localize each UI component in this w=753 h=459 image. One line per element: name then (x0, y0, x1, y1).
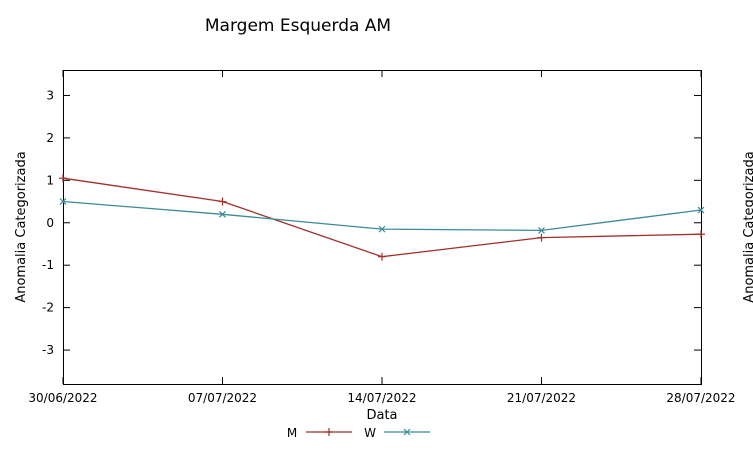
plus-marker (59, 174, 67, 183)
plot-border (63, 70, 702, 385)
plus-marker (378, 252, 386, 261)
plus-marker (325, 428, 333, 436)
adjacent-chart-y-axis-label: Anomalia Categorizada (742, 151, 753, 302)
legend-label-M: M (287, 426, 297, 440)
y-axis-label: Anomalia Categorizada (14, 151, 29, 302)
plus-marker (697, 230, 705, 239)
legend-label-W: W (364, 426, 376, 440)
cross-marker (697, 206, 705, 214)
x-axis-label: Data (366, 408, 397, 423)
y-tick-label: -2 (42, 301, 54, 315)
x-tick-label: 07/07/2022 (188, 391, 257, 405)
y-tick-label: 3 (46, 88, 54, 102)
x-axis-ticks: 30/06/2022 07/07/2022 14/07/2022 21/07/2022… (28, 70, 736, 405)
cross-marker (378, 225, 386, 233)
x-tick-label: 28/07/2022 (666, 391, 735, 405)
cross-marker (59, 198, 67, 205)
series-line-W (62, 200, 702, 232)
y-tick-label: -3 (42, 343, 54, 357)
cross-marker (219, 210, 226, 218)
y-tick-label: -1 (42, 258, 54, 272)
y-axis-ticks: -3 -2 -1 0 1 2 3 (42, 88, 701, 357)
y-tick-label: 0 (46, 216, 54, 230)
plus-marker (537, 233, 546, 242)
series-line-M (62, 177, 702, 258)
chart-title: Margem Esquerda AM (205, 16, 391, 36)
x-tick-label: 21/07/2022 (507, 391, 576, 405)
y-tick-label: 1 (46, 173, 54, 187)
plus-marker (218, 197, 227, 206)
series-lines (59, 174, 705, 261)
x-tick-label: 30/06/2022 (28, 391, 97, 405)
y-tick-label: 2 (46, 131, 54, 145)
cross-marker (403, 428, 411, 436)
x-tick-label: 14/07/2022 (347, 391, 416, 405)
cross-marker (538, 226, 545, 234)
